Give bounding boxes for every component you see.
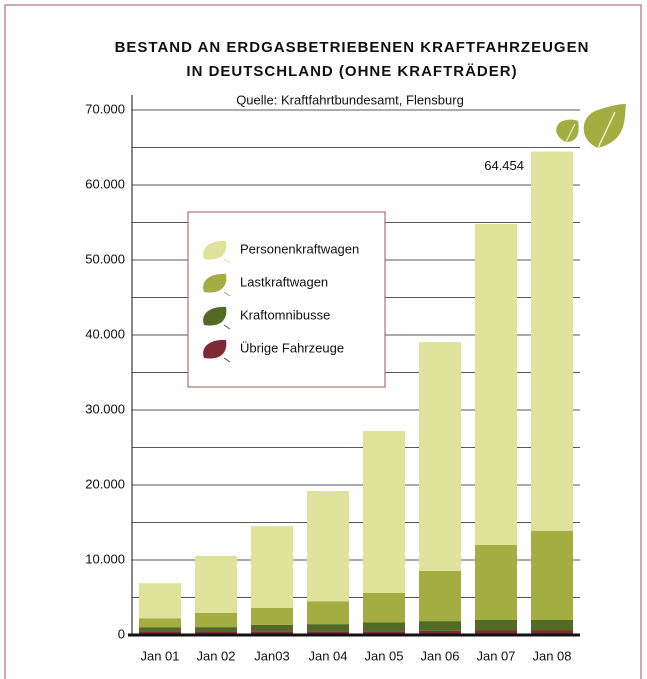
annotation: 64.454 bbox=[484, 158, 524, 173]
y-tick-label: 10.000 bbox=[85, 551, 125, 566]
bar-segment bbox=[307, 601, 349, 624]
bar-segment bbox=[139, 628, 181, 633]
bar-segment bbox=[531, 620, 573, 631]
y-tick-label: 20.000 bbox=[85, 476, 125, 491]
bar-segment bbox=[195, 556, 237, 613]
x-tick-label: Jan 05 bbox=[364, 648, 403, 663]
legend-label: Übrige Fahrzeuge bbox=[240, 340, 344, 355]
y-tick-label: 70.000 bbox=[85, 101, 125, 116]
y-tick-label: 50.000 bbox=[85, 251, 125, 266]
bar-segment bbox=[139, 619, 181, 628]
x-tick-label: Jan 06 bbox=[420, 648, 459, 663]
legend-label: Kraftomnibusse bbox=[240, 307, 330, 322]
bar-segment bbox=[195, 613, 237, 627]
bar-segment bbox=[251, 526, 293, 608]
x-tick-label: Jan 02 bbox=[196, 648, 235, 663]
x-tick-label: Jan 01 bbox=[140, 648, 179, 663]
legend-box bbox=[188, 212, 385, 387]
bar-segment bbox=[531, 152, 573, 531]
bar-segment bbox=[531, 531, 573, 620]
legend: Personenkraftwagen Lastkraftwagen Kraftomn… bbox=[188, 212, 385, 387]
y-tick-label: 60.000 bbox=[85, 176, 125, 191]
y-tick-label: 0 bbox=[118, 626, 125, 641]
legend-label: Personenkraftwagen bbox=[240, 241, 359, 256]
bar-segment bbox=[363, 431, 405, 593]
bar-segment bbox=[307, 491, 349, 601]
bar-segment bbox=[251, 608, 293, 625]
legend-label: Lastkraftwagen bbox=[240, 274, 328, 289]
bar-segment bbox=[419, 571, 461, 621]
x-tick-label: Jan03 bbox=[254, 648, 289, 663]
bar-segment bbox=[475, 224, 517, 545]
bar-segment bbox=[195, 627, 237, 632]
chart-title: IN DEUTSCHLAND (OHNE KRAFTRÄDER) bbox=[186, 63, 517, 80]
bar-segment bbox=[363, 593, 405, 622]
chart: BESTAND AN ERDGASBETRIEBENEN KRAFTFAHRZE… bbox=[0, 0, 647, 679]
bar-segment bbox=[251, 625, 293, 632]
x-tick-label: Jan 07 bbox=[476, 648, 515, 663]
bar-segment bbox=[139, 583, 181, 618]
bar-segment bbox=[419, 342, 461, 571]
chart-subtitle: Quelle: Kraftfahrtbundesamt, Flensburg bbox=[236, 92, 464, 107]
chart-title: BESTAND AN ERDGASBETRIEBENEN KRAFTFAHRZE… bbox=[115, 39, 590, 56]
y-tick-label: 40.000 bbox=[85, 326, 125, 341]
bar-segment bbox=[419, 621, 461, 631]
decoration-leaves bbox=[556, 104, 626, 148]
bar-segment bbox=[475, 620, 517, 631]
bar-segment bbox=[363, 622, 405, 631]
bar-segment bbox=[475, 545, 517, 620]
x-tick-label: Jan 04 bbox=[308, 648, 347, 663]
y-tick-label: 30.000 bbox=[85, 401, 125, 416]
x-tick-label: Jan 08 bbox=[532, 648, 571, 663]
bar-segment bbox=[307, 624, 349, 632]
